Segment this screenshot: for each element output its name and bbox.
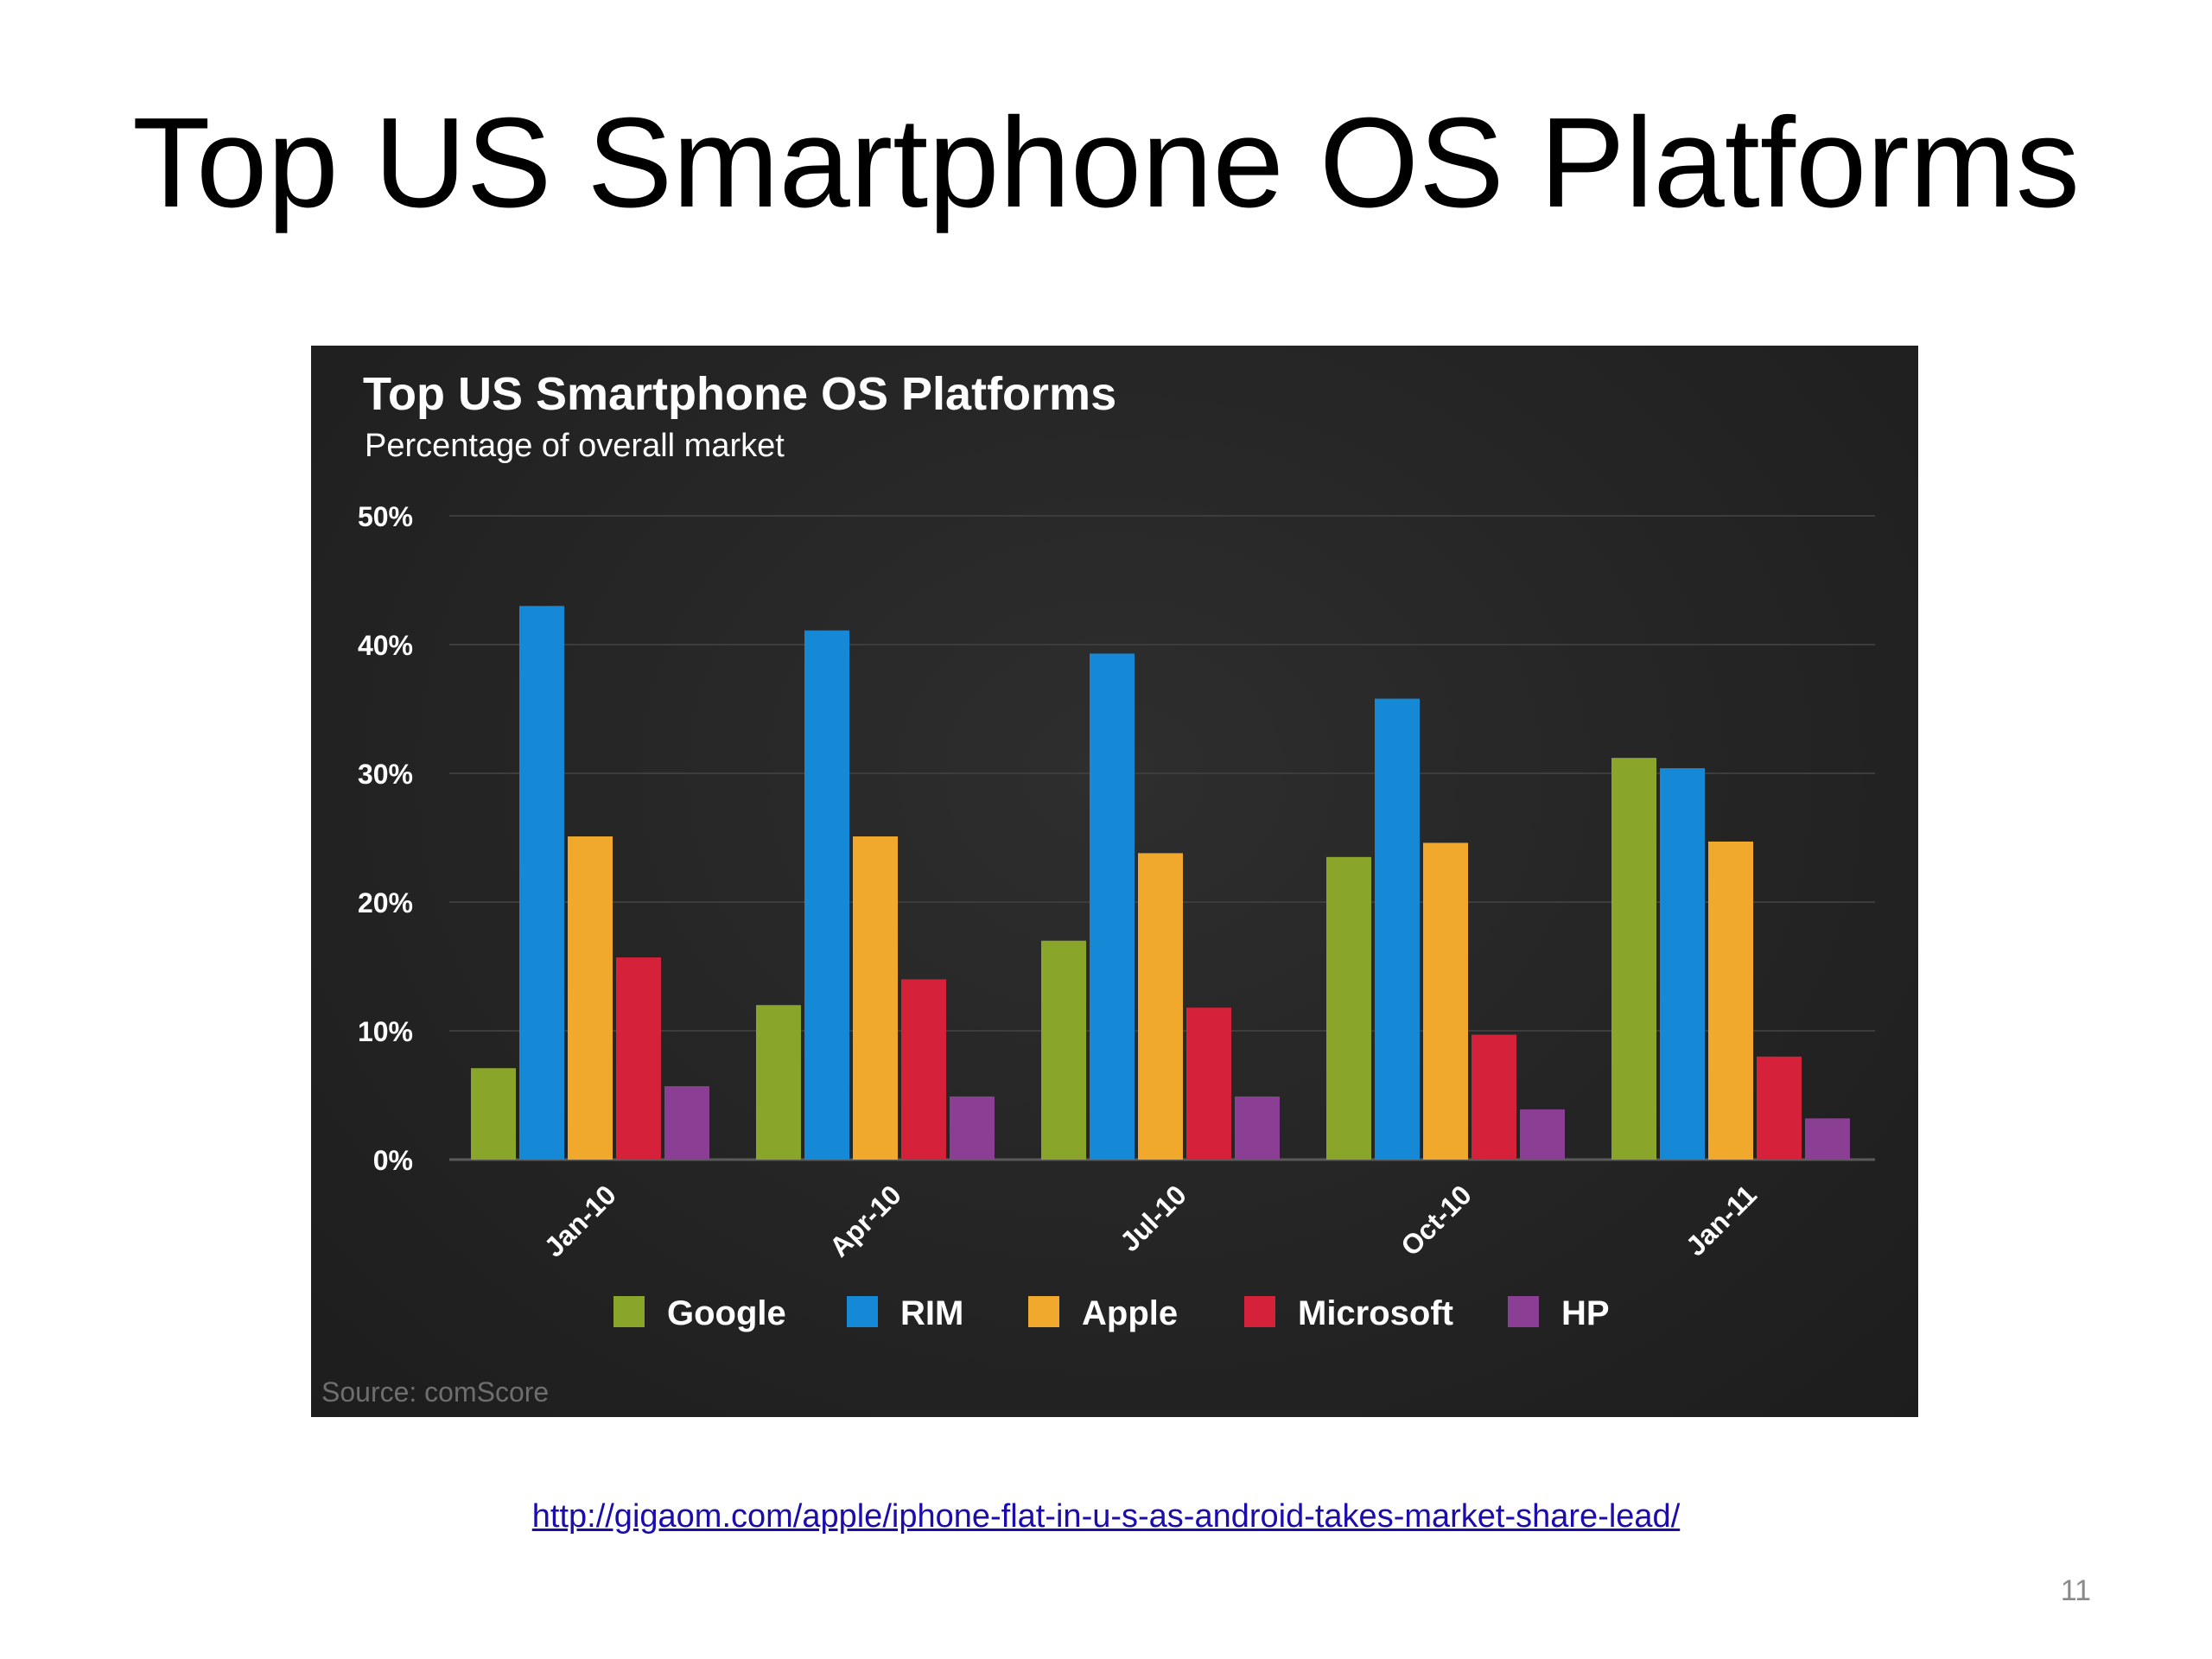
bar-hp-jul-10 [1235,1096,1280,1160]
legend-label-microsoft: Microsoft [1298,1294,1453,1332]
y-axis-ticks: 0% 10% 20% 30% 40% 50% [358,501,413,1176]
x-tick-label: Jan-11 [1680,1179,1763,1262]
legend-label-hp: HP [1561,1294,1610,1332]
bar-hp-apr-10 [950,1096,995,1160]
bar-rim-oct-10 [1375,698,1420,1160]
y-tick-label: 20% [358,887,413,918]
y-tick-label: 50% [358,501,413,532]
bar-microsoft-oct-10 [1471,1034,1516,1160]
y-tick-label: 10% [358,1016,413,1047]
bar-google-jan-10 [471,1068,516,1160]
bar-google-jan-11 [1611,758,1656,1160]
legend-swatch-hp [1508,1296,1539,1327]
x-tick-label: Jul-10 [1114,1179,1192,1257]
x-tick-label: Apr-10 [823,1179,907,1262]
bar-rim-jul-10 [1090,653,1135,1160]
bar-apple-apr-10 [853,836,898,1160]
chart-source: Source: comScore [321,1376,549,1408]
y-tick-label: 40% [358,630,413,661]
legend-label-google: Google [667,1294,786,1332]
bar-hp-jan-11 [1805,1118,1850,1160]
bar-hp-jan-10 [664,1086,709,1160]
bar-rim-apr-10 [804,630,849,1160]
legend-swatch-apple [1028,1296,1059,1327]
bars [471,606,1850,1160]
legend-label-apple: Apple [1082,1294,1178,1332]
legend-swatch-google [613,1296,645,1327]
x-tick-label: Jan-10 [538,1179,622,1262]
bar-apple-jan-11 [1708,841,1753,1160]
bar-microsoft-jul-10 [1186,1007,1231,1160]
slide-number: 11 [2060,1574,2091,1607]
chart-title: Top US Smartphone OS Platforms [363,368,1116,420]
bar-chart: Top US Smartphone OS Platforms Percentag… [321,368,1875,1408]
bar-rim-jan-10 [519,606,564,1160]
chart-subtitle: Percentage of overall market [365,428,785,464]
bar-google-oct-10 [1326,856,1371,1160]
bar-apple-jul-10 [1138,853,1183,1160]
x-tick-label: Oct-10 [1395,1179,1478,1262]
bar-hp-oct-10 [1520,1109,1565,1160]
legend: Google RIM Apple Microsoft HP [613,1294,1610,1332]
legend-swatch-rim [847,1296,878,1327]
x-axis-ticks: Jan-10 Apr-10 Jul-10 Oct-10 Jan-11 [538,1179,1763,1262]
y-tick-label: 30% [358,759,413,790]
bar-apple-oct-10 [1423,842,1468,1160]
bar-google-apr-10 [756,1005,801,1160]
legend-swatch-microsoft [1244,1296,1275,1327]
bar-microsoft-jan-10 [616,957,661,1160]
bar-microsoft-jan-11 [1757,1056,1802,1160]
bar-microsoft-apr-10 [901,979,946,1160]
bar-rim-jan-11 [1660,768,1705,1160]
legend-label-rim: RIM [900,1294,963,1332]
source-link[interactable]: http://gigaom.com/apple/iphone-flat-in-u… [531,1498,1681,1535]
bar-google-jul-10 [1041,940,1086,1160]
bar-apple-jan-10 [568,836,613,1160]
y-tick-label: 0% [373,1145,413,1176]
chart-panel: Top US Smartphone OS Platforms Percentag… [311,346,1918,1417]
slide-title: Top US Smartphone OS Platforms [132,92,2080,234]
